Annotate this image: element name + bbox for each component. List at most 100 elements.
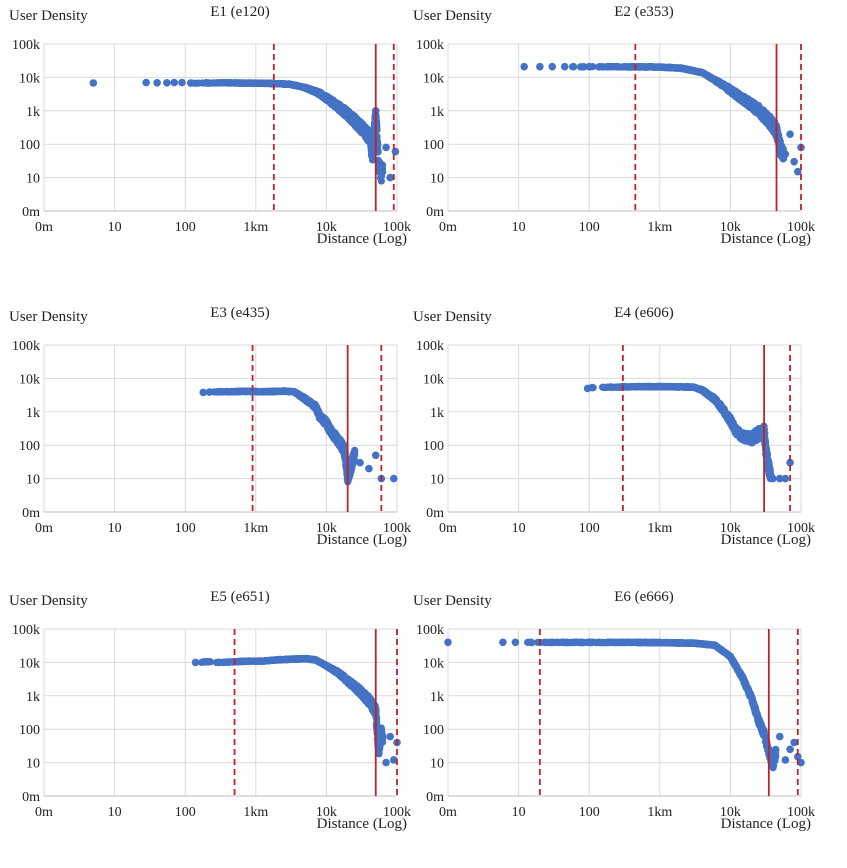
y-tick-label: 100k <box>416 38 444 53</box>
scatter-point <box>316 89 324 97</box>
scatter-point <box>352 114 359 121</box>
scatter-point <box>561 63 569 71</box>
scatter-point <box>236 388 244 396</box>
scatter-point <box>382 144 390 152</box>
scatter-point <box>286 80 294 88</box>
scatter-point <box>727 415 735 423</box>
y-tick-label: 1k <box>430 105 444 120</box>
scatter-point <box>686 67 693 74</box>
x-tick-label: 10k <box>720 521 741 536</box>
x-tick-label: 0m <box>439 521 457 536</box>
x-tick-label: 10 <box>512 220 526 235</box>
x-tick-label: 1km <box>243 220 268 235</box>
x-tick-label: 10 <box>512 805 526 820</box>
scatter-point <box>264 79 272 87</box>
x-tick-label: 10 <box>108 805 122 820</box>
data-points <box>199 387 397 485</box>
x-tick-label: 10k <box>720 220 741 235</box>
scatter-point <box>365 465 373 473</box>
x-tick-label: 1km <box>647 521 672 536</box>
scatter-point <box>520 63 528 71</box>
y-tick-label: 100k <box>416 623 444 638</box>
scatter-point <box>301 395 309 403</box>
scatter-point <box>286 655 294 663</box>
y-tick-label: 0m <box>426 506 444 521</box>
scatter-point <box>635 383 643 391</box>
x-tick-label: 100 <box>175 220 196 235</box>
x-tick-label: 100k <box>787 805 815 820</box>
scatter-point <box>739 431 747 439</box>
x-tick-label: 10 <box>108 220 122 235</box>
scatter-point <box>356 459 364 467</box>
scatter-point <box>328 428 336 436</box>
x-tick-label: 0m <box>439 805 457 820</box>
scatter-point <box>747 101 754 108</box>
scatter-point <box>245 657 253 665</box>
scatter-point <box>656 63 664 71</box>
scatter-point <box>210 79 217 86</box>
scatter-point <box>335 669 343 677</box>
data-points <box>192 655 401 767</box>
scatter-point <box>224 79 232 87</box>
scatter-point <box>365 130 373 138</box>
scatter-point <box>301 84 309 92</box>
scatter-point <box>378 168 386 176</box>
data-points <box>520 63 804 176</box>
y-tick-label: 0m <box>22 506 40 521</box>
scatter-point <box>258 657 266 665</box>
x-tick-label: 10k <box>316 521 337 536</box>
y-tick-label: 10k <box>19 71 40 86</box>
scatter-point <box>206 388 214 396</box>
scatter-point <box>294 656 301 663</box>
scatter-point <box>356 120 364 128</box>
scatter-point <box>312 656 320 664</box>
scatter-point <box>245 79 253 87</box>
scatter-point <box>257 79 264 86</box>
y-tick-label: 100 <box>19 723 40 738</box>
scatter-point <box>386 174 394 182</box>
x-tick-label: 10k <box>316 220 337 235</box>
x-tick-label: 100 <box>579 805 600 820</box>
scatter-point <box>648 63 655 70</box>
x-tick-label: 10k <box>720 805 741 820</box>
scatter-point <box>178 79 186 87</box>
scatter-point <box>153 79 161 87</box>
scatter-point <box>215 659 223 667</box>
scatter-point <box>170 79 178 87</box>
scatter-point <box>392 148 400 156</box>
y-tick-label: 10 <box>430 757 444 772</box>
x-tick-label: 1km <box>243 521 268 536</box>
scatter-point <box>344 109 352 117</box>
scatter-point <box>720 405 728 413</box>
y-tick-label: 1k <box>26 406 40 421</box>
scatter-point <box>239 79 246 86</box>
scatter-point <box>142 79 150 87</box>
scatter-point <box>273 656 281 664</box>
scatter-point <box>348 683 355 690</box>
scatter-point <box>707 74 714 81</box>
scatter-point <box>699 69 707 77</box>
y-tick-label: 10 <box>26 172 40 187</box>
y-tick-label: 1k <box>430 690 444 705</box>
x-tick-label: 100k <box>787 521 815 536</box>
x-tick-label: 1km <box>647 805 672 820</box>
scatter-point <box>769 475 777 483</box>
scatter-point <box>372 451 380 459</box>
scatter-point <box>711 395 719 403</box>
y-tick-label: 100k <box>416 339 444 354</box>
x-tick-label: 100 <box>175 805 196 820</box>
y-tick-label: 10 <box>430 473 444 488</box>
y-tick-label: 100k <box>12 623 40 638</box>
scatter-point <box>782 150 790 158</box>
scatter-point <box>390 475 398 483</box>
y-tick-label: 100 <box>423 723 444 738</box>
y-tick-label: 100 <box>423 439 444 454</box>
x-tick-label: 1km <box>243 805 268 820</box>
scatter-point <box>755 104 763 112</box>
